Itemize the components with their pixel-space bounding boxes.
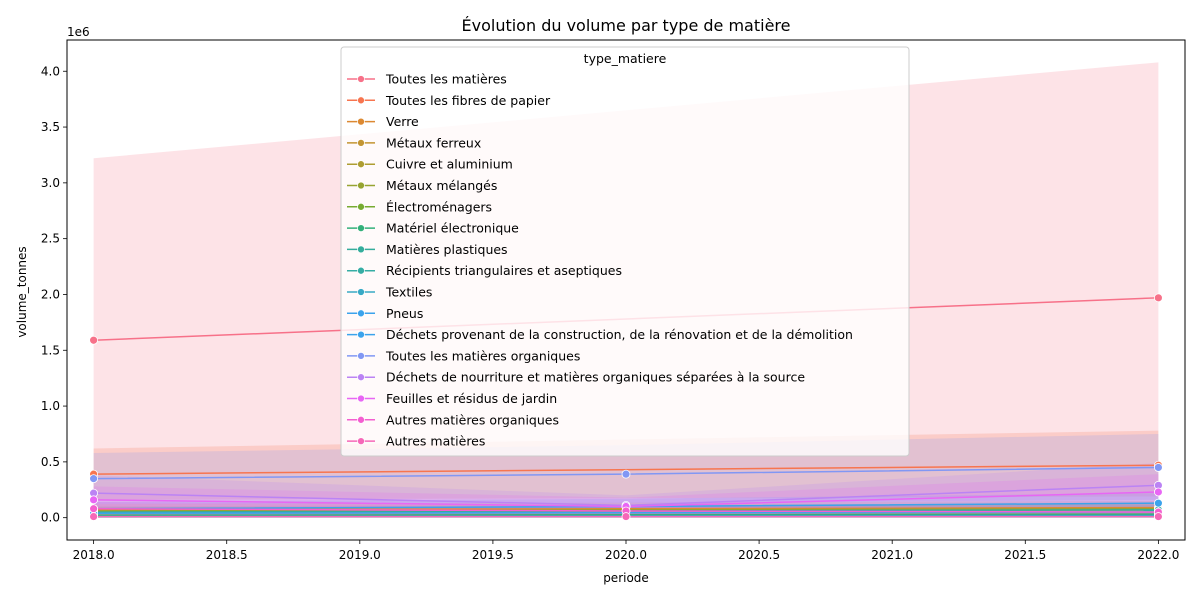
data-point — [89, 504, 99, 514]
x-tick-label: 2019.5 — [472, 548, 514, 562]
x-tick-label: 2018.5 — [206, 548, 248, 562]
legend-marker — [357, 352, 365, 360]
legend-marker — [357, 309, 365, 318]
legend-marker — [357, 437, 365, 445]
legend-label: Toutes les matières — [385, 72, 507, 87]
y-tick-label: 0.0 — [41, 511, 60, 525]
data-point — [1153, 293, 1163, 303]
legend-marker — [357, 266, 365, 275]
legend-label: Déchets de nourriture et matières organi… — [386, 370, 805, 385]
legend-marker — [357, 117, 365, 126]
legend-label: Récipients triangulaires et aseptiques — [386, 263, 622, 278]
y-tick-label: 3.0 — [41, 176, 60, 190]
data-point — [89, 474, 99, 484]
legend-label: Matières plastiques — [386, 242, 508, 257]
data-point — [89, 495, 99, 505]
y-axis-label: volume_tonnes — [15, 246, 29, 337]
legend-marker — [357, 139, 365, 147]
legend-marker — [357, 181, 365, 190]
legend-label: Verre — [386, 114, 419, 129]
data-point — [1153, 512, 1163, 521]
series-markers — [89, 293, 1163, 521]
legend-label: Métaux mélangés — [386, 178, 497, 193]
data-point — [89, 512, 99, 521]
legend-label: Toutes les fibres de papier — [385, 93, 551, 108]
x-tick-label: 2021.0 — [871, 548, 913, 562]
legend-label: Cuivre et aluminium — [386, 157, 513, 172]
legend-marker — [357, 245, 365, 254]
y-tick-label: 1.5 — [41, 343, 60, 357]
legend-marker — [357, 373, 365, 382]
legend-marker — [357, 96, 365, 105]
legend-marker — [357, 330, 365, 339]
series-line-1 — [93, 464, 1159, 475]
data-point — [1153, 463, 1163, 472]
x-tick-label: 2020.5 — [738, 548, 780, 562]
legend-items: Toutes les matières Toutes les fibres de … — [347, 72, 853, 449]
legend-label: Matériel électronique — [386, 221, 519, 236]
legend-label: Autres matières organiques — [386, 412, 559, 427]
x-tick-label: 2021.5 — [1004, 548, 1046, 562]
x-tick-label: 2020.0 — [605, 548, 647, 562]
legend-box — [340, 46, 910, 457]
legend-label: Toutes les matières organiques — [385, 348, 580, 363]
legend-marker — [357, 224, 365, 232]
y-axis-ticks: 0.0 0.5 1.0 1.5 2.0 2.5 3.0 3.5 4.0 — [41, 64, 67, 525]
y-tick-label: 3.5 — [41, 120, 60, 134]
data-point — [1153, 487, 1163, 497]
x-axis-label: periode — [603, 571, 649, 585]
legend-label: Déchets provenant de la construction, de… — [386, 327, 853, 342]
x-axis-ticks: 2018.0 2018.5 2019.0 2019.5 2020.0 2020.5 2021… — [73, 540, 1179, 562]
legend-title: type_matiere — [584, 51, 667, 66]
y-tick-label: 4.0 — [41, 64, 60, 78]
legend-marker — [357, 160, 365, 169]
x-tick-label: 2018.0 — [73, 548, 115, 562]
data-point — [89, 335, 99, 345]
legend-label: Autres matières — [386, 434, 485, 449]
data-point — [621, 512, 631, 521]
legend-label: Électroménagers — [386, 199, 492, 214]
y-tick-label: 2.5 — [41, 232, 60, 246]
data-point — [621, 469, 631, 479]
legend-label: Métaux ferreux — [386, 135, 481, 150]
legend-label: Textiles — [385, 285, 432, 300]
legend-marker — [357, 394, 365, 403]
x-tick-label: 2022.0 — [1137, 548, 1179, 562]
y-tick-label: 0.5 — [41, 455, 60, 469]
legend-marker — [357, 288, 365, 296]
legend-marker — [357, 415, 365, 424]
legend-marker — [357, 202, 365, 211]
y-tick-label: 2.0 — [41, 287, 60, 301]
y-tick-label: 1.0 — [41, 399, 60, 413]
ci-band-14 — [93, 462, 1159, 515]
legend-label: Pneus — [386, 306, 423, 321]
y-offset-label: 1e6 — [67, 25, 90, 39]
legend-marker — [357, 75, 365, 83]
chart-title: Évolution du volume par type de matière — [462, 16, 791, 35]
data-point — [1153, 498, 1163, 508]
legend-label: Feuilles et résidus de jardin — [386, 391, 557, 406]
x-tick-label: 2019.0 — [339, 548, 381, 562]
